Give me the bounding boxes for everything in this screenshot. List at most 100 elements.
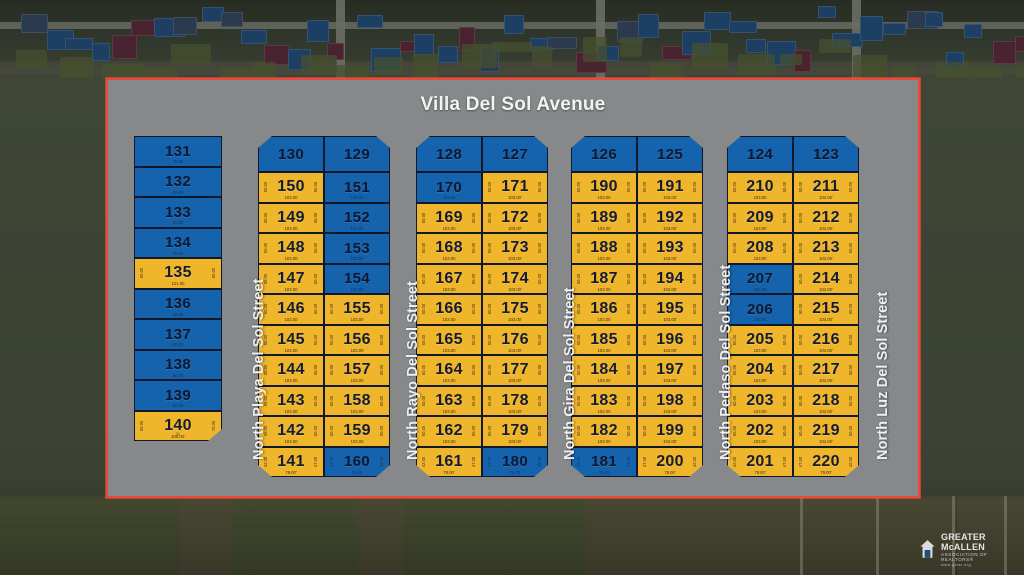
lot-123[interactable]: 123 (793, 136, 859, 172)
lot-161[interactable]: 161 78.00' 42.00 47.00 (416, 447, 482, 478)
lot-178[interactable]: 178 103.00' 50.00 50.00 (482, 385, 548, 416)
lot-188[interactable]: 188 103.00 50.00 50.00 (571, 233, 637, 264)
lot-130[interactable]: 130 (258, 136, 324, 172)
lot-196[interactable]: 196 103.00' 50.00 50.00 (637, 324, 703, 355)
lot-211[interactable]: 211 104.00' 50.00 50.00 (793, 172, 859, 203)
lot-171[interactable]: 171 103.00' 50.00 50.00 (482, 172, 548, 203)
lot-169[interactable]: 169 103.00 50.00 50.00 (416, 202, 482, 233)
lot-185[interactable]: 185 103.00 50.00 50.00 (571, 324, 637, 355)
lot-208[interactable]: 208 103.00 50.00 50.00 (727, 233, 793, 264)
lot-193[interactable]: 193 103.00' 50.00 50.00 (637, 233, 703, 264)
lot-127[interactable]: 127 (482, 136, 548, 172)
lot-183[interactable]: 183 103.00 50.00 50.00 (571, 385, 637, 416)
lot-140[interactable]: 140 100.00' 60.00 70.00 11 (134, 411, 222, 442)
lot-217[interactable]: 217 104.00' 50.00 50.00 (793, 355, 859, 386)
lot-218[interactable]: 218 104.00' 50.00 50.00 (793, 385, 859, 416)
lot-213[interactable]: 213 104.00' 50.00 50.00 (793, 233, 859, 264)
lot-194[interactable]: 194 103.00' 50.00 50.00 (637, 263, 703, 294)
lot-157[interactable]: 157 103.00 50.00 50.00 (324, 355, 390, 386)
lot-143[interactable]: 143 103.00 50.00 50.00 (258, 385, 324, 416)
lot-201[interactable]: 201 78.00' 42.00 47.00 (727, 447, 793, 478)
lot-175[interactable]: 175 103.00' 50.00 50.00 (482, 294, 548, 325)
lot-149[interactable]: 149 103.00 50.00 50.00 (258, 202, 324, 233)
lot-181[interactable]: 181 78.00 42.00 47.00 (571, 447, 637, 478)
lot-187[interactable]: 187 103.00 50.00 50.00 (571, 263, 637, 294)
lot-212[interactable]: 212 104.00' 50.00 50.00 (793, 202, 859, 233)
lot-152[interactable]: 152 103.00 (324, 202, 390, 233)
lot-131[interactable]: 131 70.00 (134, 136, 222, 167)
lot-207[interactable]: 207 103.00 (727, 263, 793, 294)
lot-163[interactable]: 163 103.00 50.00 50.00 (416, 385, 482, 416)
lot-214[interactable]: 214 104.00' 50.00 50.00 (793, 263, 859, 294)
lot-144[interactable]: 144 103.00 50.00 50.00 (258, 355, 324, 386)
lot-125[interactable]: 125 (637, 136, 703, 172)
lot-164[interactable]: 164 103.00 50.00 50.00 (416, 355, 482, 386)
lot-132[interactable]: 132 50.00 (134, 166, 222, 197)
lot-145[interactable]: 145 103.00 50.00 50.00 (258, 324, 324, 355)
lot-173[interactable]: 173 103.00' 50.00 50.00 (482, 233, 548, 264)
lot-134[interactable]: 134 50.00 (134, 227, 222, 258)
lot-192[interactable]: 192 103.00' 50.00 50.00 (637, 202, 703, 233)
lot-216[interactable]: 216 104.00' 50.00 50.00 (793, 324, 859, 355)
lot-202[interactable]: 202 103.00 50.00 50.00 (727, 416, 793, 447)
lot-156[interactable]: 156 103.00 50.00 50.00 (324, 324, 390, 355)
lot-199[interactable]: 199 103.00' 50.00 50.00 (637, 416, 703, 447)
lot-168[interactable]: 168 103.00 50.00 50.00 (416, 233, 482, 264)
lot-124[interactable]: 124 (727, 136, 793, 172)
lot-162[interactable]: 162 103.00 50.00 50.00 (416, 416, 482, 447)
lot-189[interactable]: 189 103.00 50.00 50.00 (571, 202, 637, 233)
lot-129[interactable]: 129 (324, 136, 390, 172)
lot-174[interactable]: 174 103.00' 50.00 50.00 (482, 263, 548, 294)
lot-166[interactable]: 166 103.00 50.00 50.00 (416, 294, 482, 325)
lot-141[interactable]: 141 78.00' 42.00 47.00 (258, 447, 324, 478)
lot-182[interactable]: 182 103.00 50.00 50.00 (571, 416, 637, 447)
lot-146[interactable]: 146 103.00 50.00 50.00 (258, 294, 324, 325)
lot-203[interactable]: 203 103.00 50.00 50.00 (727, 385, 793, 416)
lot-154[interactable]: 154 103.00 (324, 263, 390, 294)
lot-138[interactable]: 138 50.00 (134, 349, 222, 380)
lot-165[interactable]: 165 103.00 50.00 50.00 (416, 324, 482, 355)
lot-198[interactable]: 198 103.00' 50.00 50.00 (637, 385, 703, 416)
lot-139[interactable]: 139 50.00 (134, 380, 222, 411)
lot-167[interactable]: 167 103.00 50.00 50.00 (416, 263, 482, 294)
lot-190[interactable]: 190 103.00 50.00 50.00 (571, 172, 637, 203)
lot-220[interactable]: 220 79.00' 47.00 42.00 (793, 447, 859, 478)
lot-219[interactable]: 219 104.00' 50.00 50.00 (793, 416, 859, 447)
lot-136[interactable]: 136 50.00 (134, 288, 222, 319)
lot-186[interactable]: 186 103.00 50.00 50.00 (571, 294, 637, 325)
lot-137[interactable]: 137 50.00 (134, 319, 222, 350)
lot-133[interactable]: 133 50.00 (134, 197, 222, 228)
lot-215[interactable]: 215 104.00' 50.00 50.00 (793, 294, 859, 325)
lot-126[interactable]: 126 (571, 136, 637, 172)
lot-170[interactable]: 170 103.00 (416, 172, 482, 203)
lot-195[interactable]: 195 103.00' 50.00 50.00 (637, 294, 703, 325)
lot-147[interactable]: 147 103.00 50.00 50.00 (258, 263, 324, 294)
lot-209[interactable]: 209 103.00 50.00 50.00 (727, 202, 793, 233)
lot-200[interactable]: 200 78.00' 47.00 42.00 (637, 447, 703, 478)
lot-159[interactable]: 159 103.00 50.00 50.00 (324, 416, 390, 447)
lot-number-label: 207 (747, 270, 773, 288)
lot-205[interactable]: 205 103.00 50.00 50.00 (727, 324, 793, 355)
lot-135[interactable]: 135 121.00 50.00 50.00 (134, 258, 222, 289)
lot-180[interactable]: 180 78.00 47.00 42.00 (482, 447, 548, 478)
lot-184[interactable]: 184 103.00 50.00 50.00 (571, 355, 637, 386)
lot-151[interactable]: 151 103.00 (324, 172, 390, 203)
lot-191[interactable]: 191 103.00' 50.00 50.00 (637, 172, 703, 203)
lot-172[interactable]: 172 103.00' 50.00 50.00 (482, 202, 548, 233)
lot-155[interactable]: 155 103.00 50.00 50.00 (324, 294, 390, 325)
lot-176[interactable]: 176 103.00' 50.00 50.00 (482, 324, 548, 355)
lot-179[interactable]: 179 103.00' 50.00 50.00 (482, 416, 548, 447)
lot-177[interactable]: 177 103.00' 50.00 50.00 (482, 355, 548, 386)
lot-160[interactable]: 160 78.00 47.00 42.00 (324, 447, 390, 478)
lot-158[interactable]: 158 103.00 50.00 50.00 (324, 385, 390, 416)
lot-206[interactable]: 206 103.00 (727, 294, 793, 325)
lot-204[interactable]: 204 103.00 50.00 50.00 (727, 355, 793, 386)
lot-142[interactable]: 142 103.00 50.00 50.00 (258, 416, 324, 447)
lot-197[interactable]: 197 103.00' 50.00 50.00 (637, 355, 703, 386)
lot-210[interactable]: 210 103.00 50.00 50.00 (727, 172, 793, 203)
lot-148[interactable]: 148 103.00 50.00 50.00 (258, 233, 324, 264)
lot-153[interactable]: 153 103.00 (324, 233, 390, 264)
lot-128[interactable]: 128 (416, 136, 482, 172)
lot-number-label: 171 (501, 178, 529, 196)
lot-150[interactable]: 150 103.00 50.00 50.00 (258, 172, 324, 203)
